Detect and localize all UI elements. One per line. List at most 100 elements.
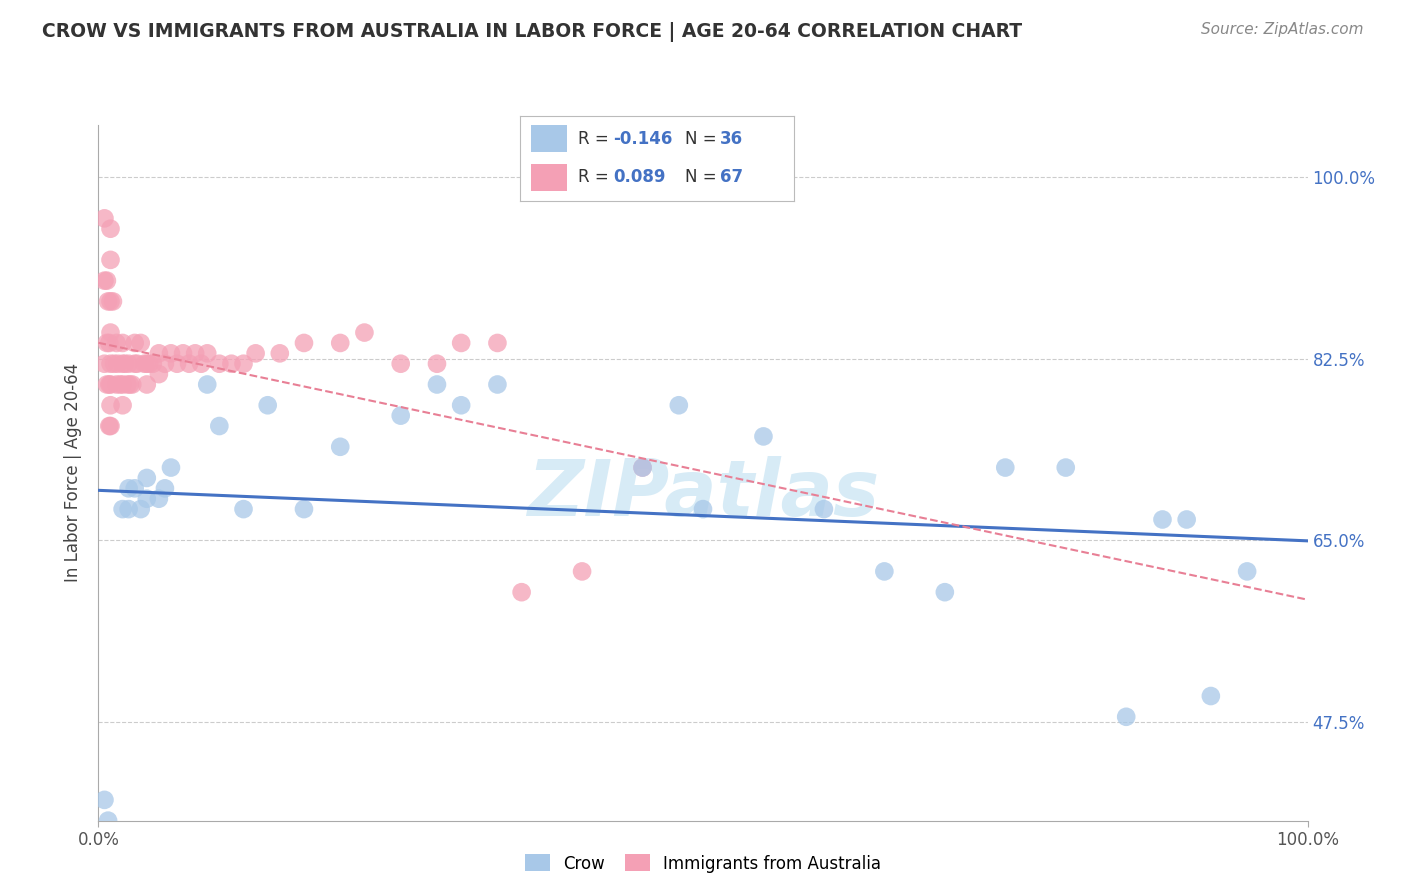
Point bbox=[668, 398, 690, 412]
Point bbox=[103, 357, 125, 371]
Point bbox=[100, 377, 122, 392]
Point bbox=[195, 346, 218, 360]
Point bbox=[118, 502, 141, 516]
Y-axis label: In Labor Force | Age 20-64: In Labor Force | Age 20-64 bbox=[65, 363, 83, 582]
Point bbox=[292, 335, 315, 350]
Point bbox=[148, 491, 170, 506]
Point bbox=[135, 471, 157, 485]
Point bbox=[127, 357, 149, 371]
Point bbox=[221, 357, 243, 371]
Text: 67: 67 bbox=[720, 168, 744, 186]
Point bbox=[631, 460, 654, 475]
Point bbox=[190, 357, 212, 371]
Point bbox=[148, 367, 170, 381]
Point bbox=[329, 335, 352, 350]
Point bbox=[329, 440, 352, 454]
Point bbox=[124, 357, 146, 371]
Point bbox=[134, 357, 156, 371]
Point bbox=[105, 335, 128, 350]
Point bbox=[184, 346, 207, 360]
Point bbox=[1054, 460, 1077, 475]
Point bbox=[118, 481, 141, 495]
Point bbox=[118, 377, 141, 392]
Point bbox=[1152, 512, 1174, 526]
Text: 0.089: 0.089 bbox=[613, 168, 666, 186]
Point bbox=[153, 357, 176, 371]
Point bbox=[426, 377, 449, 392]
Point bbox=[98, 335, 121, 350]
Point bbox=[1115, 710, 1137, 724]
Point bbox=[426, 357, 449, 371]
Point bbox=[129, 335, 152, 350]
Point bbox=[93, 793, 115, 807]
Text: -0.146: -0.146 bbox=[613, 130, 673, 148]
Text: CROW VS IMMIGRANTS FROM AUSTRALIA IN LABOR FORCE | AGE 20-64 CORRELATION CHART: CROW VS IMMIGRANTS FROM AUSTRALIA IN LAB… bbox=[42, 22, 1022, 42]
Point bbox=[111, 398, 134, 412]
Point bbox=[873, 565, 896, 579]
Point bbox=[353, 326, 375, 340]
Point bbox=[97, 294, 120, 309]
Text: 36: 36 bbox=[720, 130, 744, 148]
Point bbox=[97, 814, 120, 828]
Text: Source: ZipAtlas.com: Source: ZipAtlas.com bbox=[1201, 22, 1364, 37]
FancyBboxPatch shape bbox=[531, 125, 567, 153]
Point bbox=[111, 502, 134, 516]
Point bbox=[813, 502, 835, 516]
Text: R =: R = bbox=[578, 130, 614, 148]
Point bbox=[1175, 512, 1198, 526]
Point bbox=[166, 357, 188, 371]
Text: N =: N = bbox=[685, 168, 721, 186]
Point bbox=[269, 346, 291, 360]
Point bbox=[450, 335, 472, 350]
Point bbox=[245, 346, 267, 360]
Point bbox=[510, 585, 533, 599]
Point bbox=[571, 565, 593, 579]
Point bbox=[135, 357, 157, 371]
Point bbox=[105, 377, 128, 392]
Point bbox=[208, 419, 231, 434]
Point bbox=[124, 335, 146, 350]
Point bbox=[142, 357, 165, 371]
Point bbox=[93, 274, 115, 288]
Point bbox=[93, 357, 115, 371]
Point bbox=[1236, 565, 1258, 579]
Point bbox=[256, 398, 278, 412]
Point bbox=[153, 481, 176, 495]
Point bbox=[114, 357, 136, 371]
Point bbox=[117, 377, 139, 392]
Point bbox=[631, 460, 654, 475]
Point bbox=[100, 221, 122, 235]
Point bbox=[118, 357, 141, 371]
Point bbox=[752, 429, 775, 443]
Point bbox=[934, 585, 956, 599]
Point bbox=[98, 377, 121, 392]
Point bbox=[100, 326, 122, 340]
Point bbox=[101, 294, 124, 309]
Point bbox=[486, 377, 509, 392]
Point bbox=[195, 377, 218, 392]
Point bbox=[96, 335, 118, 350]
Point bbox=[486, 335, 509, 350]
Point bbox=[692, 502, 714, 516]
Point bbox=[108, 377, 131, 392]
Point bbox=[135, 491, 157, 506]
Text: ZIPatlas: ZIPatlas bbox=[527, 456, 879, 532]
Point bbox=[232, 357, 254, 371]
Point bbox=[100, 419, 122, 434]
Point bbox=[292, 502, 315, 516]
Point bbox=[172, 346, 194, 360]
Point bbox=[98, 419, 121, 434]
Point bbox=[107, 357, 129, 371]
Text: R =: R = bbox=[578, 168, 614, 186]
Point bbox=[100, 294, 122, 309]
FancyBboxPatch shape bbox=[531, 164, 567, 192]
Point bbox=[389, 357, 412, 371]
Point bbox=[96, 377, 118, 392]
Point bbox=[129, 502, 152, 516]
Point bbox=[389, 409, 412, 423]
Point bbox=[100, 398, 122, 412]
Point bbox=[111, 335, 134, 350]
Point bbox=[124, 481, 146, 495]
Point bbox=[111, 357, 134, 371]
Legend: Crow, Immigrants from Australia: Crow, Immigrants from Australia bbox=[519, 847, 887, 880]
